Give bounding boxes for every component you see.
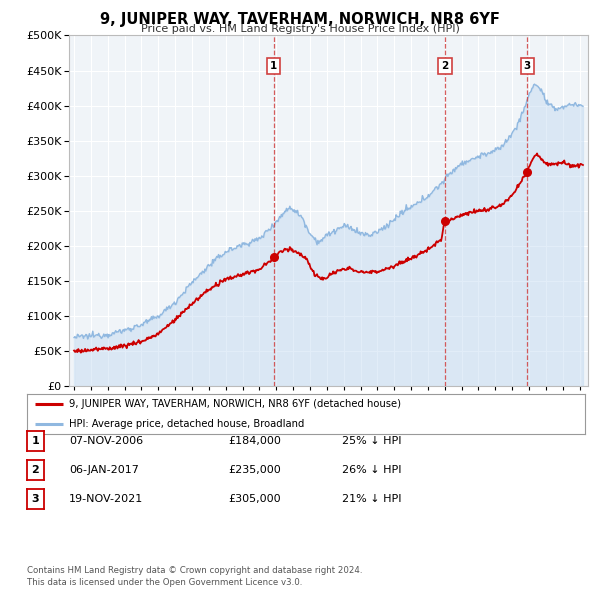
Text: 25% ↓ HPI: 25% ↓ HPI bbox=[342, 436, 401, 445]
Text: 07-NOV-2006: 07-NOV-2006 bbox=[69, 436, 143, 445]
Text: 2: 2 bbox=[32, 465, 39, 475]
Text: £305,000: £305,000 bbox=[228, 494, 281, 503]
Text: 1: 1 bbox=[270, 61, 277, 71]
Text: 26% ↓ HPI: 26% ↓ HPI bbox=[342, 465, 401, 474]
Text: 21% ↓ HPI: 21% ↓ HPI bbox=[342, 494, 401, 503]
Text: Contains HM Land Registry data © Crown copyright and database right 2024.
This d: Contains HM Land Registry data © Crown c… bbox=[27, 566, 362, 587]
Text: £184,000: £184,000 bbox=[228, 436, 281, 445]
Text: 3: 3 bbox=[32, 494, 39, 504]
Text: 2: 2 bbox=[442, 61, 449, 71]
Text: 9, JUNIPER WAY, TAVERHAM, NORWICH, NR8 6YF: 9, JUNIPER WAY, TAVERHAM, NORWICH, NR8 6… bbox=[100, 12, 500, 27]
Text: 06-JAN-2017: 06-JAN-2017 bbox=[69, 465, 139, 474]
Text: 1: 1 bbox=[32, 436, 39, 446]
Text: 3: 3 bbox=[523, 61, 531, 71]
Text: 9, JUNIPER WAY, TAVERHAM, NORWICH, NR8 6YF (detached house): 9, JUNIPER WAY, TAVERHAM, NORWICH, NR8 6… bbox=[69, 399, 401, 409]
Text: HPI: Average price, detached house, Broadland: HPI: Average price, detached house, Broa… bbox=[69, 419, 304, 428]
Text: 19-NOV-2021: 19-NOV-2021 bbox=[69, 494, 143, 503]
Text: Price paid vs. HM Land Registry's House Price Index (HPI): Price paid vs. HM Land Registry's House … bbox=[140, 24, 460, 34]
Text: £235,000: £235,000 bbox=[228, 465, 281, 474]
